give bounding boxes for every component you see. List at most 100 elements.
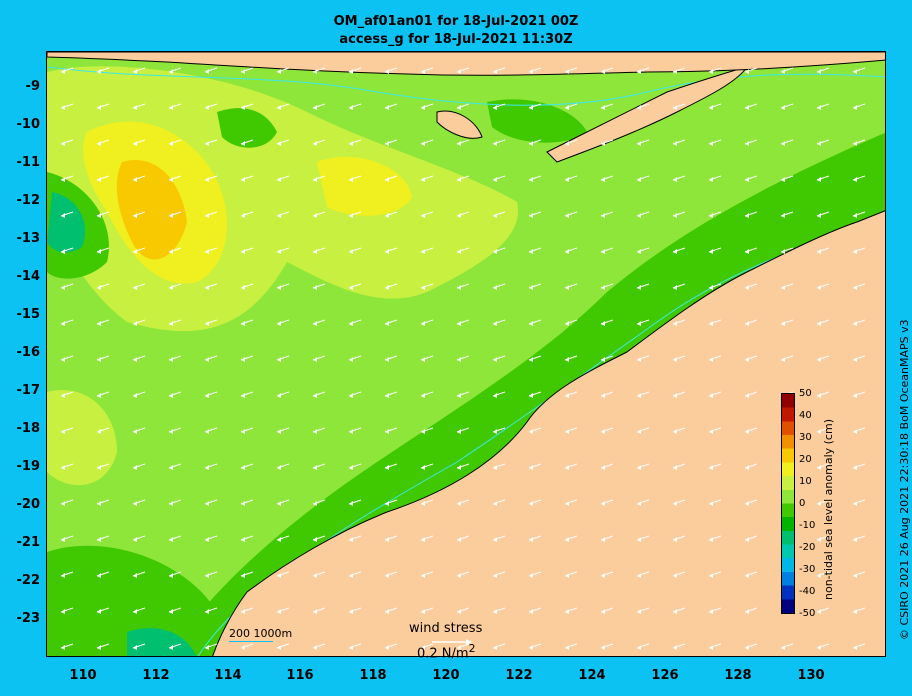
wind-stress-arrow	[780, 67, 794, 74]
wind-stress-arrow	[456, 247, 470, 254]
wind-stress-arrow	[60, 283, 74, 290]
x-tick-label: 116	[286, 668, 314, 683]
wind-stress-arrow	[456, 391, 470, 398]
wind-stress-arrow	[816, 247, 830, 254]
wind-stress-arrow	[348, 67, 362, 74]
title-line-1: OM_af01an01 for 18-Jul-2021 00Z	[333, 14, 579, 29]
wind-stress-arrow	[564, 571, 578, 578]
sea-level-map	[47, 52, 885, 656]
wind-stress-arrow	[204, 535, 218, 542]
wind-stress-arrow	[240, 175, 254, 182]
wind-stress-arrow	[600, 319, 614, 326]
wind-stress-arrow	[600, 211, 614, 218]
wind-stress-arrow	[564, 67, 578, 74]
wind-stress-arrow	[456, 643, 470, 650]
wind-stress-arrow	[852, 463, 866, 470]
wind-stress-arrow	[528, 571, 542, 578]
wind-stress-arrow	[240, 247, 254, 254]
wind-stress-arrow	[780, 211, 794, 218]
wind-stress-arrow	[672, 355, 686, 362]
wind-stress-arrow	[96, 499, 110, 506]
wind-stress-arrow	[312, 67, 326, 74]
wind-stress-arrow	[816, 319, 830, 326]
wind-stress-arrow	[528, 67, 542, 74]
wind-stress-arrow	[384, 535, 398, 542]
wind-stress-arrow	[636, 355, 650, 362]
wind-stress-arrow	[852, 643, 866, 650]
wind-stress-arrow	[708, 67, 722, 74]
wind-stress-arrow	[780, 319, 794, 326]
wind-stress-arrow	[672, 571, 686, 578]
y-tick-label: -19	[16, 459, 41, 474]
wind-stress-arrow	[456, 103, 470, 110]
wind-stress-arrow	[744, 391, 758, 398]
wind-stress-arrow	[600, 571, 614, 578]
wind-stress-arrow	[168, 643, 182, 650]
wind-stress-arrow	[276, 643, 290, 650]
wind-stress-arrow	[96, 283, 110, 290]
wind-stress-arrow	[564, 283, 578, 290]
wind-stress-arrow	[240, 319, 254, 326]
colorbar-tick: 0	[799, 498, 806, 509]
credit-text: © CSIRO 2021 26 Aug 2021 22:30:18 BoM Oc…	[898, 319, 911, 640]
wind-stress-arrow	[96, 427, 110, 434]
wind-stress-arrow	[852, 571, 866, 578]
anomaly-region-sw-low	[47, 545, 217, 656]
wind-stress-arrow	[492, 535, 506, 542]
wind-stress-arrow	[600, 139, 614, 146]
wind-stress-arrow	[852, 427, 866, 434]
wind-stress-arrow	[708, 571, 722, 578]
wind-stress-arrow	[276, 427, 290, 434]
wind-stress-arrow	[96, 571, 110, 578]
wind-stress-arrow	[384, 283, 398, 290]
wind-stress-arrow	[456, 463, 470, 470]
wind-stress-arrow	[492, 607, 506, 614]
y-tick-label: -11	[16, 155, 41, 170]
wind-stress-arrow	[384, 607, 398, 614]
land-australia	[212, 210, 885, 656]
wind-stress-arrow	[384, 427, 398, 434]
depth-contour-legend-line	[229, 641, 273, 642]
wind-stress-arrow	[276, 283, 290, 290]
wind-stress-arrow	[564, 499, 578, 506]
wind-stress-arrow	[564, 103, 578, 110]
x-tick-label: 114	[214, 668, 242, 683]
wind-stress-arrow	[132, 247, 146, 254]
wind-stress-arrow	[204, 67, 218, 74]
wind-stress-arrow	[852, 175, 866, 182]
wind-stress-arrow	[780, 247, 794, 254]
x-tick-label: 128	[724, 668, 752, 683]
wind-stress-arrow	[816, 103, 830, 110]
wind-stress-arrow	[132, 535, 146, 542]
wind-stress-arrow	[564, 643, 578, 650]
wind-stress-arrow	[312, 283, 326, 290]
wind-stress-arrow	[240, 67, 254, 74]
wind-stress-arrow	[744, 211, 758, 218]
wind-stress-arrow	[348, 283, 362, 290]
anomaly-region-west-low-core	[47, 192, 86, 253]
wind-stress-arrow	[564, 427, 578, 434]
wind-stress-arrow	[636, 103, 650, 110]
wind-stress-arrow	[456, 571, 470, 578]
land-nusa-tenggara	[47, 52, 885, 76]
wind-stress-arrow	[492, 67, 506, 74]
wind-stress-arrow	[600, 391, 614, 398]
wind-stress-legend-value: 0.2 N/m2	[417, 642, 475, 661]
wind-stress-arrow	[852, 319, 866, 326]
y-tick-label: -13	[16, 231, 41, 246]
wind-stress-arrow	[744, 607, 758, 614]
wind-stress-arrow	[240, 463, 254, 470]
x-tick-label: 130	[797, 668, 825, 683]
wind-stress-arrow	[744, 319, 758, 326]
wind-stress-arrow	[564, 355, 578, 362]
wind-stress-arrow	[780, 139, 794, 146]
wind-stress-arrow	[456, 319, 470, 326]
wind-stress-arrow	[744, 643, 758, 650]
wind-stress-arrow	[204, 247, 218, 254]
wind-stress-arrow	[132, 319, 146, 326]
wind-stress-arrow	[240, 571, 254, 578]
wind-stress-arrow	[276, 607, 290, 614]
wind-stress-arrow	[816, 607, 830, 614]
wind-stress-arrow	[312, 427, 326, 434]
wind-stress-arrow	[60, 499, 74, 506]
